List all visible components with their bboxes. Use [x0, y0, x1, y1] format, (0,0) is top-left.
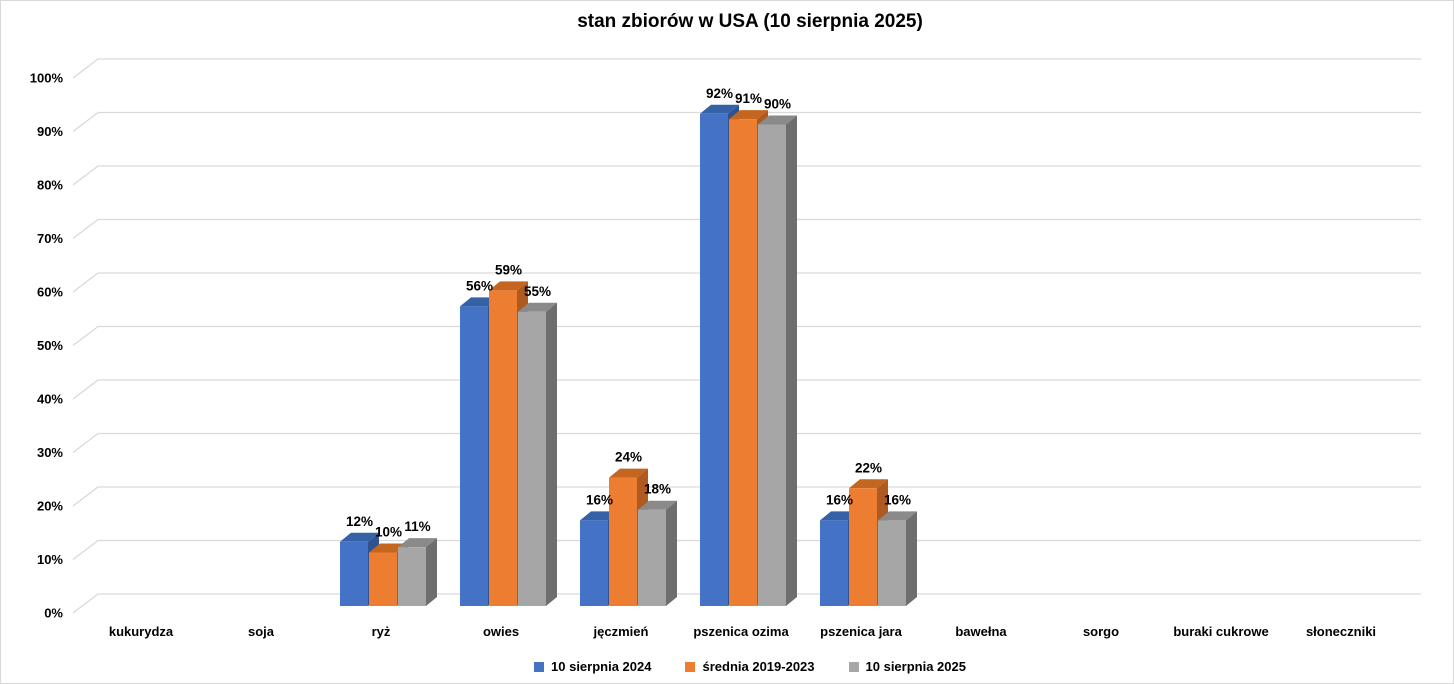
legend-label: 10 sierpnia 2025 [865, 659, 966, 674]
gridline [72, 539, 1421, 561]
x-category-label: pszenica jara [820, 624, 902, 639]
x-category-label: pszenica ozima [693, 624, 789, 639]
bar-data-label: 92% [706, 86, 733, 101]
bar-data-label: 22% [855, 460, 882, 475]
bar-side-face [906, 511, 917, 606]
bar [700, 113, 728, 607]
bar-side-face [786, 115, 797, 606]
bar-top-face [340, 532, 379, 542]
bar-top-face [729, 110, 768, 120]
bar [609, 477, 637, 606]
bar [489, 290, 517, 606]
bar-data-label: 11% [404, 519, 430, 534]
x-category-label: sorgo [1083, 624, 1119, 639]
gridline [72, 111, 1421, 133]
bar [518, 311, 546, 606]
x-category-label: kukurydza [109, 624, 174, 639]
bar-data-label: 16% [826, 492, 853, 507]
bar-data-label: 56% [466, 278, 493, 293]
y-tick-label: 20% [37, 499, 63, 514]
bar-top-face [518, 302, 557, 312]
bar-data-label: 12% [346, 514, 373, 529]
y-tick-label: 80% [37, 178, 63, 193]
y-tick-label: 30% [37, 445, 63, 460]
bar [878, 520, 906, 606]
legend-item: średnia 2019-2023 [685, 659, 815, 674]
x-category-label: bawełna [955, 624, 1007, 639]
y-tick-label: 90% [37, 124, 63, 139]
bar [460, 306, 488, 606]
bar-top-face [758, 115, 797, 125]
bar-data-label: 24% [615, 450, 642, 465]
bar-top-face [638, 500, 677, 510]
gridline [72, 379, 1421, 400]
bar-top-face [849, 479, 888, 489]
gridline [72, 486, 1421, 507]
x-category-label: ryż [372, 624, 391, 639]
bar-data-label: 90% [764, 97, 791, 112]
x-category-label: owies [483, 624, 519, 639]
chart-title: stan zbiorów w USA (10 sierpnia 2025) [577, 11, 923, 32]
legend: 10 sierpnia 2024 średnia 2019-2023 10 sier… [81, 659, 1419, 674]
gridline [72, 432, 1421, 454]
bar-data-label: 10% [375, 525, 402, 540]
bar-top-face [398, 538, 437, 548]
bar-side-face [546, 302, 557, 606]
gridline [72, 165, 1421, 186]
x-category-label: jęczmień [593, 624, 649, 639]
y-tick-label: 10% [37, 552, 63, 567]
bar [340, 541, 368, 606]
x-category-label: buraki cukrowe [1173, 624, 1268, 639]
legend-item: 10 sierpnia 2024 [534, 659, 651, 674]
y-tick-label: 40% [37, 392, 63, 407]
gridline [72, 272, 1421, 293]
bar-side-face [666, 500, 677, 606]
bar-data-label: 59% [495, 262, 522, 277]
y-tick-label: 70% [37, 231, 63, 246]
bar [820, 520, 848, 606]
y-tick-label: 100% [30, 71, 64, 86]
bar-data-label: 55% [524, 284, 551, 299]
gridline [72, 58, 1421, 79]
bar-top-face [489, 281, 528, 291]
bar [398, 547, 426, 606]
x-category-label: słoneczniki [1306, 624, 1376, 639]
gridline [72, 218, 1421, 240]
bar-top-face [700, 104, 739, 114]
bar [638, 509, 666, 606]
gridline [72, 593, 1421, 614]
legend-swatch [848, 661, 859, 672]
bar-data-label: 16% [884, 492, 911, 507]
y-tick-label: 0% [44, 606, 63, 621]
bar-data-label: 16% [586, 492, 613, 507]
bar-data-label: 18% [644, 482, 671, 497]
legend-swatch [534, 661, 545, 672]
bar-side-face [426, 538, 437, 606]
bar [758, 124, 786, 606]
legend-label: średnia 2019-2023 [702, 659, 815, 674]
y-tick-label: 60% [37, 285, 63, 300]
y-tick-label: 50% [37, 338, 63, 353]
bar [369, 552, 397, 606]
bar-top-face [609, 468, 648, 478]
bar-data-label: 91% [735, 91, 762, 106]
gridline [72, 325, 1421, 347]
x-category-label: soja [248, 624, 275, 639]
legend-swatch [685, 661, 696, 672]
bar-top-face [878, 511, 917, 521]
bar [849, 488, 877, 606]
legend-label: 10 sierpnia 2024 [551, 659, 652, 674]
bar [580, 520, 608, 606]
bar [729, 119, 757, 607]
legend-item: 10 sierpnia 2025 [848, 659, 966, 674]
